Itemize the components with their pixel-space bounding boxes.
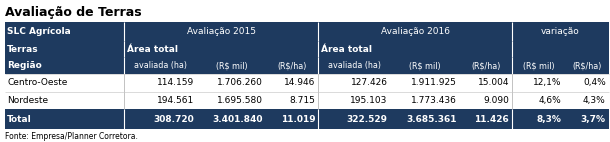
Bar [266, 92, 318, 109]
Bar [390, 74, 460, 92]
Text: 114.159: 114.159 [157, 78, 194, 87]
Text: (R$ mil): (R$ mil) [523, 61, 554, 70]
Text: 9.090: 9.090 [483, 96, 509, 105]
Text: Total: Total [7, 115, 32, 124]
Bar [460, 57, 512, 74]
Bar [124, 57, 197, 74]
Text: 15.004: 15.004 [478, 78, 509, 87]
Text: 1.773.436: 1.773.436 [411, 96, 457, 105]
Bar [318, 41, 512, 57]
Text: Nordeste: Nordeste [7, 96, 48, 105]
Bar [564, 92, 609, 109]
Bar [318, 109, 390, 129]
Text: Terras: Terras [7, 45, 39, 54]
Text: 195.103: 195.103 [350, 96, 388, 105]
Bar [318, 22, 512, 41]
Text: Centro-Oeste: Centro-Oeste [7, 78, 68, 87]
Bar [5, 92, 124, 109]
Text: (R$ mil): (R$ mil) [409, 61, 441, 70]
Text: 127.426: 127.426 [351, 78, 388, 87]
Bar [124, 41, 318, 57]
Bar [266, 57, 318, 74]
Bar [5, 74, 124, 92]
Text: 1.911.925: 1.911.925 [411, 78, 457, 87]
Text: 3.685.361: 3.685.361 [406, 115, 457, 124]
Bar [266, 74, 318, 92]
Text: 3,7%: 3,7% [581, 115, 606, 124]
Bar [512, 41, 609, 57]
Bar [512, 57, 564, 74]
Bar [460, 109, 512, 129]
Bar [124, 22, 318, 41]
Text: avaliada (ha): avaliada (ha) [328, 61, 381, 70]
Bar [197, 57, 266, 74]
Text: (R$/ha): (R$/ha) [472, 61, 501, 70]
Text: avaliada (ha): avaliada (ha) [134, 61, 187, 70]
Bar [564, 57, 609, 74]
Text: Região: Região [7, 61, 42, 70]
Bar [390, 109, 460, 129]
Text: Avaliação 2015: Avaliação 2015 [187, 27, 256, 36]
Bar [5, 41, 124, 57]
Text: Área total: Área total [321, 45, 371, 54]
Text: (R$ mil): (R$ mil) [215, 61, 247, 70]
Bar [564, 109, 609, 129]
Text: 14.946: 14.946 [284, 78, 315, 87]
Text: 12,1%: 12,1% [533, 78, 561, 87]
Bar [124, 92, 197, 109]
Bar [5, 22, 124, 41]
Bar [197, 74, 266, 92]
Text: 8.715: 8.715 [289, 96, 315, 105]
Text: 4,3%: 4,3% [583, 96, 606, 105]
Bar [124, 109, 197, 129]
Bar [512, 74, 564, 92]
Bar [318, 57, 390, 74]
Text: 0,4%: 0,4% [583, 78, 606, 87]
Bar [512, 92, 564, 109]
Bar [5, 57, 124, 74]
Text: SLC Agrícola: SLC Agrícola [7, 27, 71, 36]
Text: variação: variação [541, 27, 580, 36]
Text: 194.561: 194.561 [157, 96, 194, 105]
Bar [460, 92, 512, 109]
Bar [318, 74, 390, 92]
Text: Avaliação 2016: Avaliação 2016 [381, 27, 450, 36]
Text: Área total: Área total [127, 45, 178, 54]
Bar [318, 92, 390, 109]
Text: Fonte: Empresa/Planner Corretora.: Fonte: Empresa/Planner Corretora. [5, 132, 138, 141]
Text: 1.695.580: 1.695.580 [217, 96, 263, 105]
Bar [124, 74, 197, 92]
Bar [390, 57, 460, 74]
Bar [512, 109, 564, 129]
Bar [197, 92, 266, 109]
Text: 308.720: 308.720 [153, 115, 194, 124]
Text: 11.426: 11.426 [475, 115, 509, 124]
Text: 4,6%: 4,6% [539, 96, 561, 105]
Text: 3.401.840: 3.401.840 [212, 115, 263, 124]
Bar [266, 109, 318, 129]
Text: 1.706.260: 1.706.260 [217, 78, 263, 87]
Text: 11.019: 11.019 [281, 115, 315, 124]
Bar [390, 92, 460, 109]
Bar [512, 22, 609, 41]
Text: 322.529: 322.529 [346, 115, 388, 124]
Text: Avaliação de Terras: Avaliação de Terras [5, 6, 142, 19]
Bar [197, 109, 266, 129]
Bar [5, 109, 124, 129]
Text: 8,3%: 8,3% [537, 115, 561, 124]
Text: (R$/ha): (R$/ha) [278, 61, 307, 70]
Text: (R$/ha): (R$/ha) [572, 61, 601, 70]
Bar [564, 74, 609, 92]
Bar [460, 74, 512, 92]
